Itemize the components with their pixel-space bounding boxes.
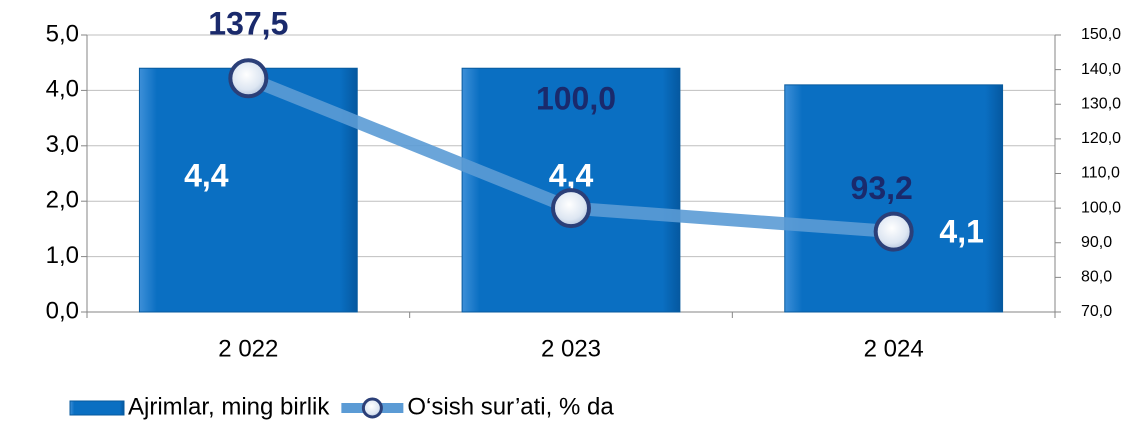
bar-value-label: 4,4 [549, 157, 594, 193]
marker [551, 188, 591, 229]
marker [873, 211, 914, 252]
y-tick-label: 4,0 [46, 76, 79, 103]
x-tick-label: 2 022 [218, 335, 278, 362]
y2-tick-label: 140,0 [1081, 61, 1121, 78]
y-tick-label: 2,0 [46, 187, 79, 214]
y2-tick-label: 80,0 [1081, 269, 1112, 286]
bar-value-label: 4,1 [939, 213, 983, 249]
y2-tick-label: 150,0 [1081, 26, 1121, 43]
y-tick-label: 5,0 [46, 20, 79, 47]
legend-swatch [69, 400, 125, 416]
y-tick-label: 1,0 [46, 242, 79, 269]
y2-tick-label: 110,0 [1081, 165, 1120, 182]
legend-label: O‘sish sur’ati, % da [407, 393, 614, 420]
x-tick-label: 2 023 [541, 335, 601, 362]
bar-value-label: 4,4 [184, 157, 229, 193]
y2-tick-label: 130,0 [1081, 95, 1121, 112]
y2-tick-label: 70,0 [1081, 303, 1112, 320]
line-value-label: 93,2 [851, 170, 913, 206]
marker [228, 58, 269, 99]
legend-marker [361, 397, 383, 419]
y-tick-label: 0,0 [46, 297, 79, 324]
y2-tick-label: 100,0 [1081, 199, 1121, 216]
y2-tick-label: 90,0 [1081, 234, 1112, 251]
x-tick-label: 2 024 [864, 335, 924, 362]
y-tick-label: 3,0 [46, 131, 79, 158]
legend-label: Ajrimlar, ming birlik [128, 393, 330, 420]
y2-tick-label: 120,0 [1081, 130, 1121, 147]
bar [784, 84, 1004, 313]
line-value-label: 100,0 [536, 81, 616, 117]
line-value-label: 137,5 [208, 6, 288, 42]
